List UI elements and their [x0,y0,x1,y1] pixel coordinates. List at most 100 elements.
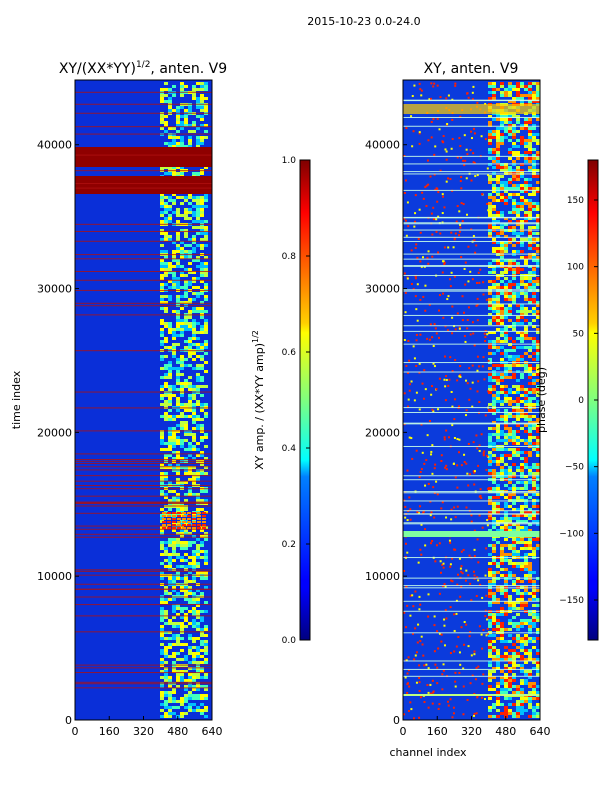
right-heatmap-cell [496,661,500,664]
left-heatmap-cell [176,136,180,139]
right-heatmap-cell [512,130,516,133]
left-heatmap-cell [164,205,168,208]
right-heatmap-cell [496,628,500,631]
right-heatmap-cell [500,307,504,310]
right-heatmap-cell [516,646,520,649]
left-heatmap-row [75,240,212,242]
right-heatmap-cell [504,463,508,466]
right-heatmap-cell [424,528,427,531]
right-heatmap-cell [508,517,512,520]
left-heatmap-cell [204,538,208,541]
left-heatmap-cell [188,562,192,565]
right-heatmap-cell [488,385,492,388]
left-heatmap-cell [200,616,204,619]
right-heatmap-cell [536,649,540,652]
left-heatmap-cell [164,712,168,715]
right-x-tick-label: 480 [495,725,516,738]
right-heatmap-cell [427,482,430,485]
left-heatmap-cell [200,418,204,421]
left-heatmap-cell [160,232,164,235]
right-heatmap-cell [500,703,504,706]
left-heatmap-cell [184,439,188,442]
right-heatmap-cell [496,658,500,661]
right-heatmap-cell [532,301,536,304]
left-heatmap-cell [204,322,208,325]
left-heatmap-cell [192,475,196,478]
right-heatmap-cell [492,547,496,550]
right-heatmap-cell [406,277,409,280]
right-heatmap-row [403,668,540,670]
left-heatmap-cell [196,670,200,673]
right-heatmap-cell [480,135,483,138]
right-heatmap-cell [524,658,528,661]
right-heatmap-cell [500,613,504,616]
right-heatmap-cell [524,94,528,97]
right-heatmap-cell [492,508,496,511]
right-heatmap-cell [482,452,485,455]
left-heatmap-cell [168,481,172,484]
left-heatmap-cell [184,613,188,616]
right-heatmap-cell [418,362,421,365]
right-heatmap-cell [492,427,496,430]
right-heatmap-cell [512,97,516,100]
right-heatmap-cell [459,223,462,226]
left-heatmap-cell [184,553,188,556]
left-heatmap-cell [168,196,172,199]
right-heatmap-cell [520,472,524,475]
right-heatmap-cell [496,511,500,514]
right-heatmap-cell [432,690,435,693]
right-heatmap-cell [520,505,524,508]
right-heatmap-cell [532,271,536,274]
right-heatmap-cell [482,281,485,284]
right-heatmap-cell [528,217,532,220]
right-heatmap-cell [450,271,453,274]
left-heatmap-cell [188,301,192,304]
right-heatmap-cell [496,625,500,628]
left-heatmap-cell [204,298,208,301]
right-heatmap-cell [512,448,516,451]
right-heatmap-cell [532,538,536,541]
right-heatmap-cell [468,473,471,476]
left-heatmap-cell [164,130,168,133]
left-heatmap-cell [160,490,164,493]
left-heatmap-cell [176,613,180,616]
right-heatmap-cell [520,463,524,466]
left-heatmap-cell [168,268,172,271]
right-y-tick-label: 10000 [365,570,400,583]
left-heatmap-cell [200,694,204,697]
right-heatmap-cell [516,358,520,361]
right-heatmap-row [403,229,540,231]
right-heatmap-cell [528,514,532,517]
right-heatmap-cell [536,367,540,370]
left-heatmap-cell [168,97,172,100]
right-heatmap-cell [512,493,516,496]
left-heatmap-cell [168,598,172,601]
right-heatmap-cell [504,706,508,709]
right-heatmap-cell [536,310,540,313]
left-heatmap-cell [176,388,180,391]
right-heatmap-cell [524,562,528,565]
left-heatmap-cell [180,424,184,427]
right-heatmap-cell [473,650,476,653]
left-heatmap-cell [172,524,176,526]
left-heatmap-cell [196,199,200,202]
right-heatmap-cell [488,676,492,679]
right-heatmap-cell [504,373,508,376]
left-heatmap-cell [164,661,168,664]
left-heatmap-cell [176,436,180,439]
right-heatmap-cell [500,241,504,244]
left-heatmap-cell [192,220,196,223]
left-heatmap-cell [160,466,164,469]
left-heatmap-cell [187,512,191,514]
right-heatmap-cell [520,226,524,229]
right-heatmap-cell [486,627,489,630]
right-heatmap-cell [430,692,433,695]
right-heatmap-cell [524,403,528,406]
right-heatmap-cell [504,121,508,124]
left-heatmap-cell [160,562,164,565]
right-heatmap-cell [486,167,489,170]
left-heatmap-row [75,187,212,189]
right-heatmap-cell [536,142,540,145]
right-heatmap-cell [437,215,440,218]
right-heatmap-cell [516,469,520,472]
